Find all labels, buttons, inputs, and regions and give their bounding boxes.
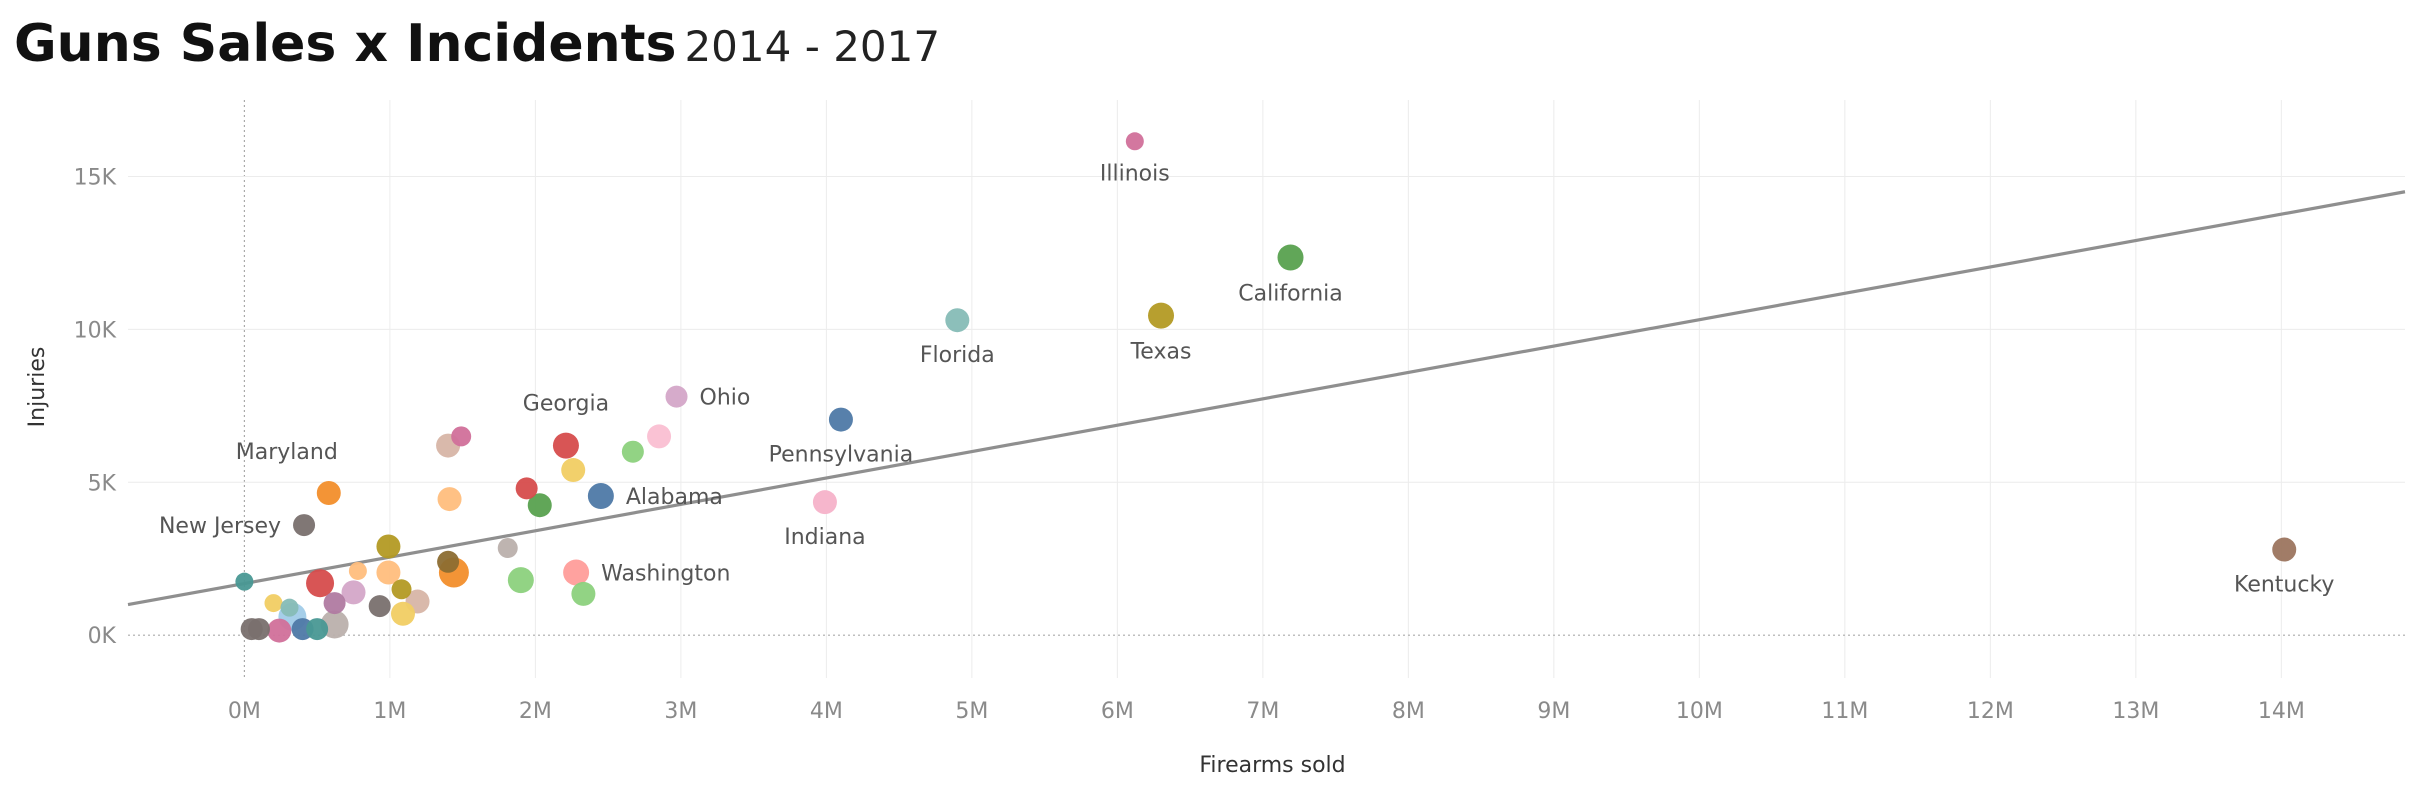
point: [376, 534, 401, 559]
x-tick-label: 11M: [1821, 699, 1868, 724]
point: [280, 598, 299, 617]
trend-line-layer: [127, 190, 2406, 607]
point-illinois: [1125, 132, 1144, 151]
point: [451, 426, 472, 447]
point: [390, 601, 415, 626]
label-new-jersey: New Jersey: [159, 514, 281, 539]
y-tick-label: 10K: [74, 318, 117, 343]
point-texas: [1148, 302, 1175, 329]
point: [306, 618, 329, 641]
point-labels: Illinois California Texas Florida Ohio Pennsy…: [159, 161, 2334, 597]
x-tick-label: 7M: [1246, 699, 1279, 724]
x-tick-label: 14M: [2258, 699, 2305, 724]
point: [264, 594, 283, 613]
point: [341, 580, 366, 605]
label-maryland: Maryland: [236, 440, 338, 465]
label-texas: Texas: [1130, 340, 1192, 365]
point: [561, 458, 586, 483]
point: [348, 561, 367, 580]
y-tick-label: 15K: [74, 165, 117, 190]
point: [437, 550, 460, 573]
y-tick-label: 5K: [88, 471, 117, 496]
point: [527, 493, 552, 518]
point: [376, 560, 401, 585]
point-maryland: [316, 480, 341, 505]
point-new-jersey: [293, 514, 316, 537]
x-tick-label: 13M: [2112, 699, 2159, 724]
x-tick-label: 12M: [1967, 699, 2014, 724]
point: [235, 572, 254, 591]
x-tick-label: 0M: [228, 699, 261, 724]
label-pennsylvania: Pennsylvania: [769, 443, 914, 468]
label-washington: Washington: [601, 561, 730, 586]
label-indiana: Indiana: [784, 525, 865, 550]
point-georgia: [552, 432, 579, 459]
chart-title-row: Guns Sales x Incidents 2014 - 2017: [14, 14, 940, 74]
label-georgia: Georgia: [523, 392, 609, 417]
x-tick-label: 3M: [664, 699, 697, 724]
point: [323, 592, 346, 615]
point: [647, 424, 672, 449]
axis-ticks: 0M 1M 2M 3M 4M 5M 6M 7M 8M 9M 10M 11M 12M 13M 14M 0K 5K 1…: [74, 165, 2305, 724]
x-tick-label: 5M: [955, 699, 988, 724]
y-tick-label: 0K: [88, 624, 117, 649]
point: [621, 440, 644, 463]
label-ohio: Ohio: [700, 386, 751, 411]
x-tick-label: 1M: [373, 699, 406, 724]
label-alabama: Alabama: [626, 485, 723, 510]
point-washington: [563, 559, 590, 586]
point-florida: [945, 308, 970, 333]
point-indiana: [812, 490, 837, 515]
point-pennsylvania: [828, 407, 853, 432]
label-kentucky: Kentucky: [2234, 573, 2334, 598]
grid-lines: [128, 100, 2405, 678]
point: [368, 595, 391, 618]
x-tick-label: 8M: [1392, 699, 1425, 724]
label-california: California: [1238, 281, 1342, 306]
point-california: [1277, 244, 1304, 271]
x-tick-label: 4M: [810, 699, 843, 724]
trend-line: [127, 190, 2406, 607]
label-illinois: Illinois: [1100, 161, 1170, 186]
point: [497, 538, 518, 559]
point: [571, 581, 596, 606]
point-kentucky: [2272, 537, 2297, 562]
point: [507, 567, 534, 594]
label-florida: Florida: [920, 343, 995, 368]
point: [391, 579, 412, 600]
point: [306, 569, 335, 598]
point: [437, 487, 462, 512]
point-ohio: [665, 385, 688, 408]
x-tick-label: 10M: [1676, 699, 1723, 724]
x-tick-label: 2M: [519, 699, 552, 724]
point-alabama: [587, 483, 614, 510]
chart-subtitle: 2014 - 2017: [684, 22, 941, 71]
point: [515, 477, 538, 500]
x-tick-label: 6M: [1101, 699, 1134, 724]
data-points: [235, 132, 2297, 643]
x-axis-title: Firearms sold: [1199, 753, 1345, 778]
chart-title: Guns Sales x Incidents: [14, 14, 677, 74]
y-axis-title: Injuries: [25, 347, 50, 428]
x-tick-label: 9M: [1537, 699, 1570, 724]
point: [267, 618, 292, 643]
point: [240, 618, 263, 641]
